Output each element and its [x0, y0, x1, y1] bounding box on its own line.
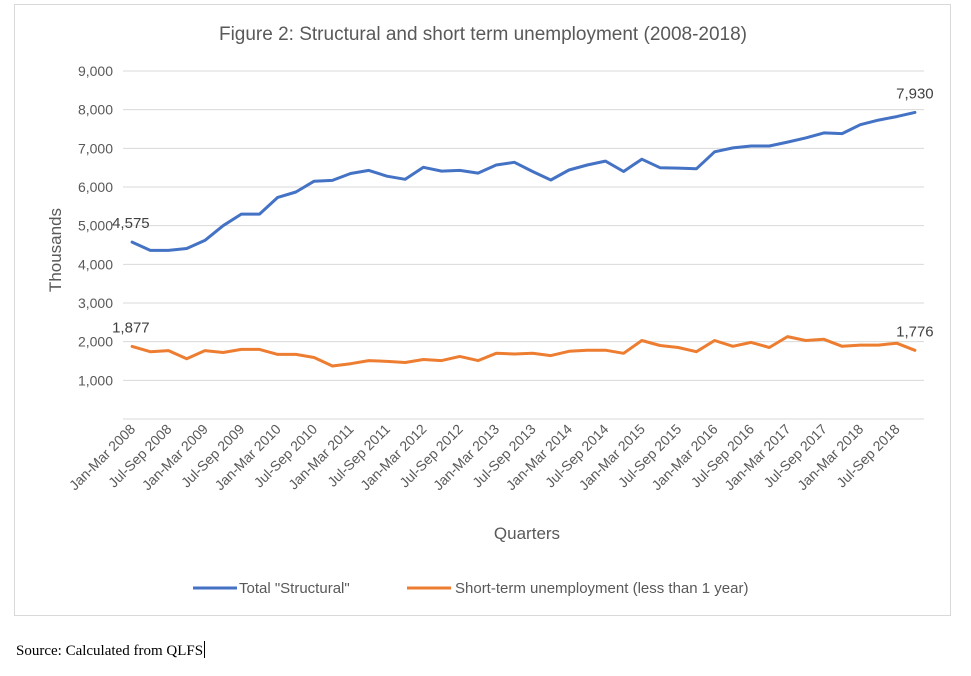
y-tick-label: 5,000 — [78, 218, 113, 234]
data-label: 4,575 — [112, 215, 150, 232]
y-tick-label: 1,000 — [78, 372, 113, 388]
gridlines — [123, 70, 924, 420]
y-axis-title: Thousands — [46, 208, 65, 292]
source-note-text: Source: Calculated from QLFS — [16, 643, 204, 659]
x-axis-title: Quarters — [494, 524, 560, 543]
y-tick-label: 6,000 — [78, 179, 113, 195]
text-cursor — [204, 641, 206, 658]
y-tick-label: 9,000 — [78, 63, 113, 79]
source-note: Source: Calculated from QLFS — [16, 641, 206, 660]
y-tick-label: 3,000 — [78, 295, 113, 311]
y-tick-label: 2,000 — [78, 334, 113, 350]
data-label: 1,877 — [112, 319, 150, 336]
y-axis-ticks: 1,000 2,000 3,000 4,000 5,000 6,000 7,000 8,000… — [78, 63, 113, 388]
legend-label-structural: Total "Structural" — [239, 580, 350, 597]
legend: Total "Structural" Short-term unemployme… — [193, 580, 748, 597]
y-tick-label: 8,000 — [78, 102, 113, 118]
y-tick-label: 4,000 — [78, 256, 113, 272]
chart-frame: Figure 2: Structural and short term unem… — [14, 4, 951, 616]
series-lines — [130, 110, 917, 368]
y-tick-label: 7,000 — [78, 140, 113, 156]
data-label: 7,930 — [896, 85, 934, 102]
legend-label-short-term: Short-term unemployment (less than 1 yea… — [455, 580, 748, 597]
data-label: 1,776 — [896, 323, 934, 340]
line-chart: Figure 2: Structural and short term unem… — [46, 24, 934, 597]
data-labels: 4,575 7,930 1,877 1,776 — [112, 85, 934, 340]
series-line-short-term — [130, 335, 917, 368]
series-line-structural — [130, 110, 917, 252]
chart-title: Figure 2: Structural and short term unem… — [219, 24, 747, 45]
